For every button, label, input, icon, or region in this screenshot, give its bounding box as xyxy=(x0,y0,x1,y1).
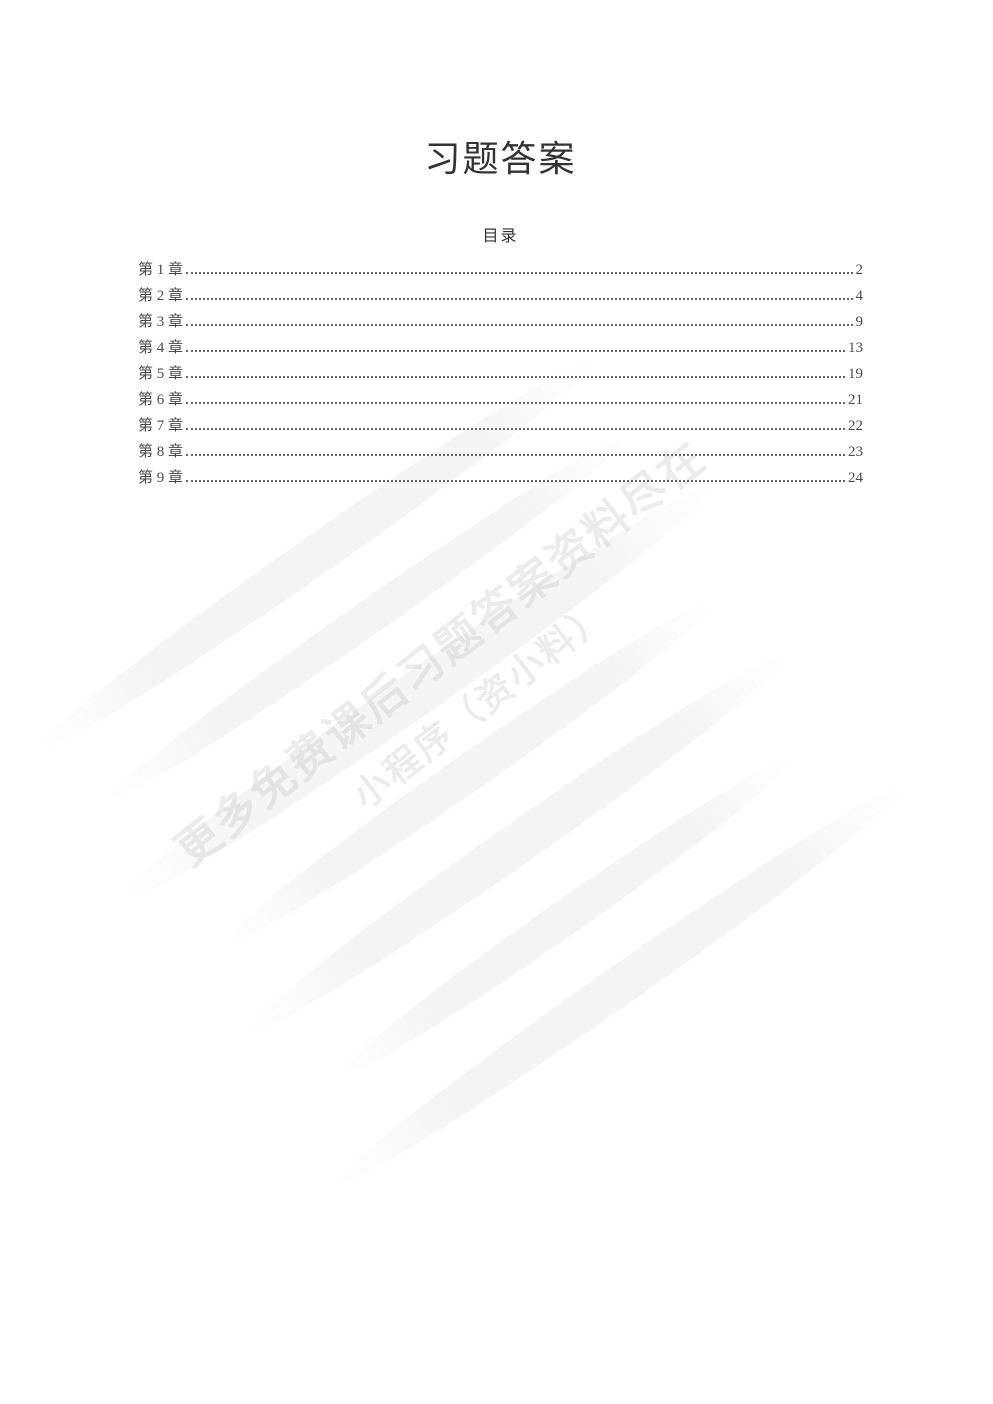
toc-entry: 第 3 章 9 xyxy=(138,310,863,334)
toc-label: 第 1 章 xyxy=(138,258,183,282)
toc-dots xyxy=(186,428,845,430)
toc-dots xyxy=(186,324,852,326)
toc-page: 24 xyxy=(848,466,863,490)
toc-dots xyxy=(186,298,852,300)
watermark-text-group: 更多免费课后习题答案资料尽在 小程序（资小料） xyxy=(159,422,754,925)
toc-dots xyxy=(186,402,845,404)
watermark-line2: 小程序（资小料） xyxy=(204,479,755,925)
toc-dots xyxy=(186,480,845,482)
toc-page: 22 xyxy=(848,414,863,438)
toc-label: 第 9 章 xyxy=(138,466,183,490)
toc-page: 4 xyxy=(856,284,864,308)
toc-entry: 第 8 章 23 xyxy=(138,440,863,464)
toc-label: 第 8 章 xyxy=(138,440,183,464)
toc-label: 第 2 章 xyxy=(138,284,183,308)
toc-entry: 第 9 章 24 xyxy=(138,466,863,490)
toc-page: 19 xyxy=(848,362,863,386)
toc-dots xyxy=(186,454,845,456)
toc-label: 第 6 章 xyxy=(138,388,183,412)
toc-page: 21 xyxy=(848,388,863,412)
toc-entry: 第 4 章 13 xyxy=(138,336,863,360)
toc-list: 第 1 章 2 第 2 章 4 第 3 章 9 第 4 章 13 第 5 章 xyxy=(138,258,863,490)
toc-page: 23 xyxy=(848,440,863,464)
toc-label: 第 5 章 xyxy=(138,362,183,386)
toc-page: 2 xyxy=(856,258,864,282)
toc-entry: 第 2 章 4 xyxy=(138,284,863,308)
toc-heading: 目录 xyxy=(138,222,863,246)
toc-entry: 第 7 章 22 xyxy=(138,414,863,438)
toc-dots xyxy=(186,272,852,274)
toc-label: 第 7 章 xyxy=(138,414,183,438)
toc-page: 13 xyxy=(848,336,863,360)
page-title: 习题答案 xyxy=(138,130,863,182)
toc-dots xyxy=(186,350,845,352)
toc-entry: 第 6 章 21 xyxy=(138,388,863,412)
watermark-line1: 更多免费课后习题答案资料尽在 xyxy=(159,422,717,878)
toc-label: 第 3 章 xyxy=(138,310,183,334)
toc-label: 第 4 章 xyxy=(138,336,183,360)
toc-page: 9 xyxy=(856,310,864,334)
toc-entry: 第 5 章 19 xyxy=(138,362,863,386)
toc-entry: 第 1 章 2 xyxy=(138,258,863,282)
toc-dots xyxy=(186,376,845,378)
